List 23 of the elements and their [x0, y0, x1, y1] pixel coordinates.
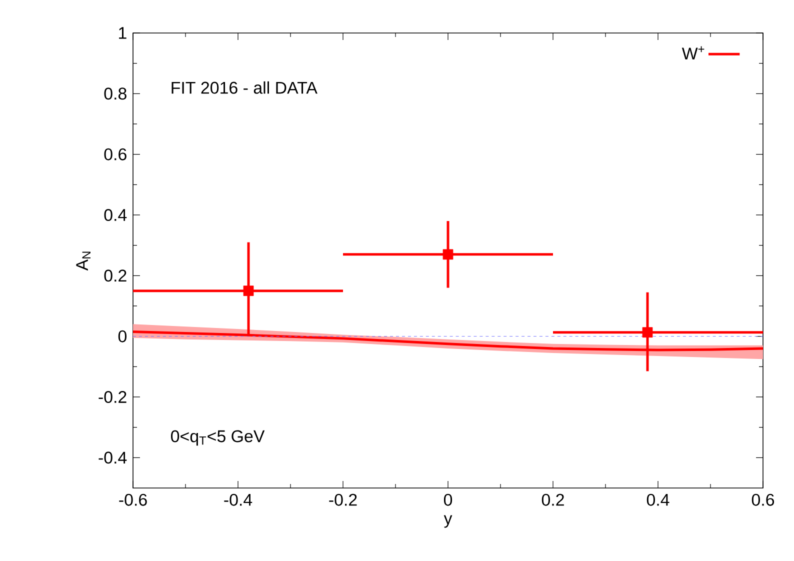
y-tick-label: 0.4 [104, 208, 127, 221]
y-tick-label: -0.2 [98, 390, 126, 403]
point [243, 286, 254, 296]
point [442, 249, 454, 260]
x-tick-label: 0 [444, 494, 452, 506]
y-tick-label: 0.6 [104, 148, 126, 160]
y-tick-label: 0.8 [104, 88, 126, 100]
x-tick-label: 0.4 [646, 494, 670, 506]
y-tick-label: 1 [119, 27, 126, 39]
y-tick-label: 0.2 [104, 270, 126, 282]
x-tick-label: 0.6 [752, 494, 774, 506]
y-tick-label: 0 [118, 330, 127, 342]
y-axis-title: A$_{N}$ [76, 252, 90, 271]
point [642, 327, 653, 338]
x-axis-title: y [444, 515, 452, 528]
x-tick-label: -0.4 [224, 494, 252, 506]
legend-label: W$^{+}$ [682, 46, 704, 60]
annotation: 0<q$_{T}$<5 GeV [171, 430, 265, 446]
x-tick-label: -0.6 [119, 494, 147, 506]
x-tick-label: 0.2 [542, 494, 564, 506]
x-tick-label: -0.2 [329, 494, 357, 506]
annotation: FIT 2016 - all DATA [172, 81, 318, 94]
y-tick-label: -0.4 [98, 452, 127, 464]
